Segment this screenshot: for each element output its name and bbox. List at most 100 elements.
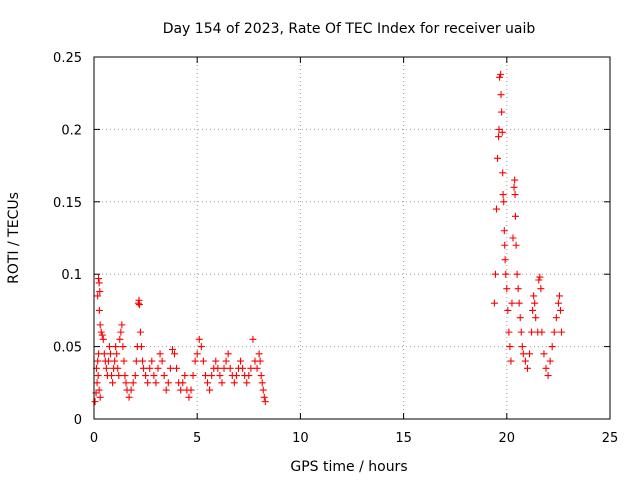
data-point — [224, 350, 232, 358]
data-point — [521, 357, 529, 365]
data-point — [201, 372, 209, 380]
data-point — [195, 335, 203, 343]
data-point — [492, 205, 500, 213]
data-point — [554, 299, 562, 307]
data-point — [136, 328, 144, 336]
data-point — [95, 279, 103, 287]
data-point — [152, 379, 160, 387]
data-point — [515, 299, 523, 307]
data-point — [502, 270, 510, 278]
data-point — [158, 357, 166, 365]
data-point — [208, 372, 216, 380]
data-point — [150, 372, 158, 380]
data-point — [111, 357, 119, 365]
data-point — [134, 299, 142, 307]
data-point — [96, 321, 104, 329]
data-point — [253, 364, 261, 372]
data-point — [122, 379, 130, 387]
data-point — [117, 328, 125, 336]
data-point — [511, 191, 519, 199]
data-point — [120, 357, 128, 365]
data-point — [508, 299, 516, 307]
y-tick-label: 0.25 — [53, 51, 82, 66]
y-tick-label: 0.05 — [53, 341, 82, 356]
data-point — [552, 314, 560, 322]
data-point — [187, 386, 195, 394]
data-point — [497, 91, 505, 99]
data-point — [218, 379, 226, 387]
data-point — [505, 328, 513, 336]
data-point — [257, 372, 265, 380]
data-point — [523, 364, 531, 372]
data-point — [556, 306, 564, 314]
data-point — [239, 364, 247, 372]
data-point — [95, 386, 103, 394]
data-point — [119, 343, 127, 351]
data-points — [91, 70, 565, 406]
data-point — [513, 270, 521, 278]
data-point — [243, 379, 251, 387]
chart-title: Day 154 of 2023, Rate Of TEC Index for r… — [163, 21, 536, 37]
y-tick-labels: 0 0.05 0.1 0.15 0.2 0.25 — [53, 51, 82, 428]
data-point — [498, 128, 506, 136]
y-tick-label: 0.1 — [61, 268, 82, 283]
grid-lines — [94, 57, 610, 419]
data-point — [226, 364, 234, 372]
data-point — [504, 306, 512, 314]
data-point — [498, 108, 506, 116]
data-point — [99, 335, 107, 343]
data-point — [535, 276, 543, 284]
data-point — [108, 372, 116, 380]
data-point — [256, 357, 264, 365]
y-tick-label: 0.2 — [61, 123, 82, 138]
axes — [93, 56, 611, 420]
data-point — [529, 306, 537, 314]
data-point — [237, 357, 245, 365]
data-point — [173, 364, 181, 372]
data-point — [499, 191, 507, 199]
data-point — [154, 364, 162, 372]
data-point — [115, 372, 123, 380]
data-point — [249, 335, 257, 343]
data-point — [230, 379, 238, 387]
x-tick-label: 0 — [90, 431, 98, 446]
data-point — [503, 285, 511, 293]
data-point — [501, 241, 509, 249]
data-point — [557, 328, 565, 336]
x-tick-label: 15 — [395, 431, 412, 446]
data-point — [491, 270, 499, 278]
data-point — [112, 343, 120, 351]
data-point — [519, 350, 527, 358]
data-point — [512, 241, 520, 249]
data-point — [222, 357, 230, 365]
data-point — [127, 386, 135, 394]
data-point — [537, 285, 545, 293]
data-point — [168, 345, 176, 353]
data-point — [526, 350, 534, 358]
data-point — [181, 372, 189, 380]
data-point — [206, 386, 214, 394]
data-point — [495, 125, 503, 133]
data-point — [497, 70, 505, 78]
data-point — [499, 169, 507, 177]
data-point — [495, 133, 503, 141]
data-point — [509, 234, 517, 242]
data-point — [260, 393, 268, 401]
data-point — [142, 372, 150, 380]
data-point — [105, 343, 113, 351]
data-point — [98, 331, 106, 339]
data-point — [544, 372, 552, 380]
x-tick-label: 10 — [292, 431, 309, 446]
data-point — [94, 372, 102, 380]
data-point — [116, 335, 124, 343]
data-point — [199, 357, 207, 365]
data-point — [170, 350, 178, 358]
data-point — [93, 379, 101, 387]
data-point — [121, 372, 129, 380]
data-point — [546, 357, 554, 365]
data-point — [510, 183, 518, 191]
plot-frame — [93, 56, 611, 420]
y-tick-label: 0.15 — [53, 196, 82, 211]
data-point — [95, 306, 103, 314]
